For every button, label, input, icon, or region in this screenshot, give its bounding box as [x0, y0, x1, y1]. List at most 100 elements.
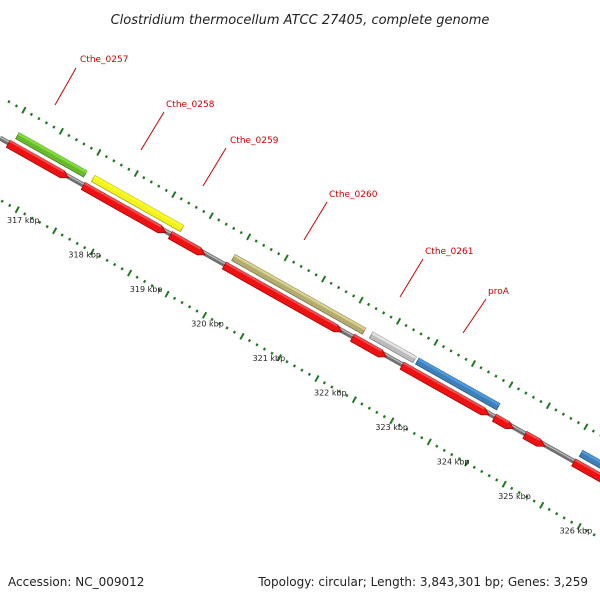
gene-label-3: Cthe_0260: [329, 190, 378, 200]
outer-minor-tick: [501, 378, 506, 383]
outer-minor-tick: [14, 104, 19, 108]
outer-major-tick: [133, 169, 139, 178]
outer-minor-tick: [164, 188, 168, 193]
inner-minor-tick: [113, 262, 117, 267]
outer-major-tick: [545, 402, 552, 410]
outer-minor-tick: [127, 167, 131, 171]
cds-arrow-2-highlight: [171, 231, 201, 250]
outer-minor-tick: [254, 239, 258, 243]
outer-major-tick: [283, 254, 289, 262]
gene-bar-cthe-0257-highlight: [17, 132, 88, 174]
tick-label-7: 324 kbp: [437, 458, 470, 467]
outer-minor-tick: [44, 121, 49, 125]
outer-major-tick: [583, 423, 589, 431]
outer-minor-tick: [37, 116, 41, 121]
outer-minor-tick: [539, 399, 543, 404]
inner-major-tick: [501, 480, 507, 488]
inner-minor-tick: [135, 275, 139, 279]
inner-minor-tick: [555, 512, 559, 516]
gene-feature-bars: [15, 132, 600, 469]
cds-arrow-7: [522, 430, 546, 447]
outer-minor-tick: [411, 328, 416, 332]
outer-minor-tick: [224, 222, 228, 226]
outer-minor-tick: [494, 374, 498, 378]
inner-minor-tick: [210, 317, 214, 322]
inner-minor-tick: [83, 246, 87, 250]
outer-major-tick: [58, 127, 64, 135]
outer-minor-tick: [217, 218, 221, 222]
outer-minor-tick: [561, 412, 565, 416]
inner-minor-tick: [480, 469, 484, 474]
inner-minor-tick: [105, 258, 109, 263]
inner-minor-tick: [322, 381, 327, 385]
gene-bar-proa: [414, 357, 501, 411]
outer-minor-tick: [374, 306, 378, 311]
inner-minor-tick: [592, 533, 596, 537]
cds-arrow-6-highlight: [495, 414, 510, 424]
inner-minor-tick: [442, 448, 446, 453]
inner-major-tick: [201, 311, 208, 319]
outer-minor-tick: [179, 197, 183, 201]
outer-minor-tick: [366, 302, 371, 307]
outer-major-tick: [246, 233, 252, 241]
map-title: Clostridium thermocellum ATCC 27405, com…: [111, 13, 490, 28]
outer-minor-tick: [52, 125, 56, 129]
outer-minor-tick: [157, 184, 161, 188]
inner-minor-tick: [8, 203, 12, 208]
outer-minor-tick: [344, 290, 348, 294]
gene-leader-line-4: [399, 258, 424, 298]
gene-leader-line-3: [303, 201, 328, 241]
inner-minor-tick: [150, 284, 154, 288]
inner-minor-tick: [405, 427, 409, 431]
cds-arrow-5: [399, 361, 490, 416]
inner-minor-tick: [98, 254, 102, 258]
inner-minor-tick: [472, 465, 476, 469]
outer-minor-tick: [516, 387, 521, 391]
inner-minor-tick: [525, 495, 529, 499]
cds-arrow-1: [80, 181, 167, 234]
outer-minor-tick: [149, 180, 153, 184]
inner-minor-tick: [60, 233, 64, 237]
inner-minor-tick: [330, 385, 334, 389]
cds-arrow-4-highlight: [353, 334, 383, 352]
inner-minor-tick: [247, 338, 252, 343]
outer-major-tick: [358, 296, 364, 304]
cds-arrow-8-highlight: [574, 458, 600, 476]
outer-major-tick: [508, 381, 514, 389]
inner-tick-track: [0, 199, 596, 537]
outer-minor-tick: [389, 315, 393, 319]
inner-major-tick: [314, 375, 320, 383]
outer-minor-tick: [479, 366, 483, 370]
outer-minor-tick: [7, 100, 11, 104]
cds-arrow-0: [5, 139, 70, 179]
gene-leader-line-2: [202, 147, 227, 187]
gene-label-5: proA: [488, 287, 510, 297]
gene-bar-cthe-0257: [15, 132, 88, 178]
outer-minor-tick: [352, 294, 356, 298]
gene-bar-cthe-0261: [368, 331, 417, 364]
inner-minor-tick: [120, 267, 124, 271]
outer-minor-tick: [142, 176, 146, 180]
outer-minor-tick: [202, 209, 206, 214]
inner-minor-tick: [570, 520, 574, 524]
gene-bar-next-highlight: [581, 450, 600, 463]
outer-tick-track: [7, 100, 600, 437]
gene-bar-cthe-0260-highlight: [233, 254, 366, 331]
inner-major-tick: [89, 248, 95, 256]
inner-minor-tick: [510, 486, 514, 491]
inner-minor-tick: [187, 305, 192, 309]
outer-minor-tick: [576, 420, 580, 425]
inner-minor-tick: [45, 224, 49, 229]
outer-minor-tick: [569, 416, 573, 421]
inner-major-tick: [276, 353, 283, 362]
inner-minor-tick: [397, 423, 401, 427]
gene-bar-next: [578, 449, 600, 469]
inner-major-tick: [539, 501, 545, 509]
outer-minor-tick: [292, 260, 296, 264]
gene-bar-cthe-0261-highlight: [371, 332, 417, 359]
outer-minor-tick: [187, 201, 191, 205]
gene-bar-proa-highlight: [417, 358, 500, 406]
cds-arrow-8: [571, 458, 600, 483]
outer-minor-tick: [104, 154, 108, 159]
inner-minor-tick: [375, 410, 379, 415]
